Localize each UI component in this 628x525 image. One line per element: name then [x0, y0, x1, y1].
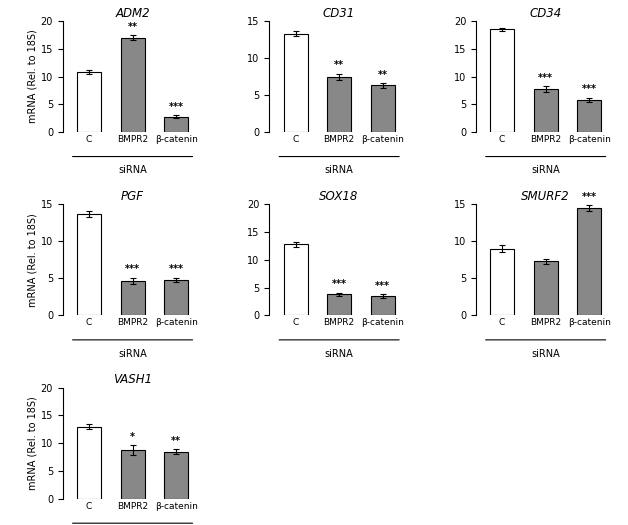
Title: VASH1: VASH1 [113, 373, 152, 386]
Text: ***: *** [582, 192, 597, 202]
Title: ADM2: ADM2 [116, 7, 150, 20]
Text: **: ** [377, 70, 387, 80]
Title: SOX18: SOX18 [320, 190, 359, 203]
Title: PGF: PGF [121, 190, 144, 203]
Text: ***: *** [376, 281, 390, 291]
Text: *: * [130, 432, 135, 442]
Bar [164, 280, 188, 316]
Text: siRNA: siRNA [118, 349, 147, 359]
Text: ***: *** [169, 264, 183, 275]
Text: ***: *** [332, 279, 347, 289]
Text: **: ** [127, 22, 138, 32]
Text: ***: *** [582, 85, 597, 94]
Text: siRNA: siRNA [325, 349, 354, 359]
Bar [327, 295, 351, 316]
Text: **: ** [171, 436, 181, 446]
Bar [164, 117, 188, 132]
Bar [490, 29, 514, 132]
Bar [283, 244, 308, 316]
Bar [371, 296, 395, 316]
Text: siRNA: siRNA [531, 349, 560, 359]
Bar [490, 249, 514, 316]
Y-axis label: mRNA (Rel. to 18S): mRNA (Rel. to 18S) [28, 30, 38, 123]
Text: **: ** [334, 60, 344, 70]
Bar [77, 214, 101, 316]
Y-axis label: mRNA (Rel. to 18S): mRNA (Rel. to 18S) [28, 213, 38, 307]
Bar [577, 208, 601, 316]
Y-axis label: mRNA (Rel. to 18S): mRNA (Rel. to 18S) [28, 396, 38, 490]
Bar [121, 450, 144, 499]
Text: siRNA: siRNA [531, 165, 560, 175]
Bar [327, 77, 351, 132]
Bar [371, 86, 395, 132]
Bar [121, 38, 144, 132]
Bar [283, 34, 308, 132]
Text: siRNA: siRNA [325, 165, 354, 175]
Text: ***: *** [169, 102, 183, 112]
Text: ***: *** [538, 72, 553, 82]
Bar [77, 426, 101, 499]
Text: siRNA: siRNA [118, 165, 147, 175]
Bar [164, 452, 188, 499]
Bar [77, 72, 101, 132]
Bar [121, 281, 144, 316]
Bar [534, 89, 558, 132]
Title: CD31: CD31 [323, 7, 355, 20]
Title: CD34: CD34 [529, 7, 562, 20]
Bar [577, 100, 601, 132]
Title: SMURF2: SMURF2 [521, 190, 570, 203]
Text: ***: *** [125, 264, 140, 275]
Bar [534, 261, 558, 316]
